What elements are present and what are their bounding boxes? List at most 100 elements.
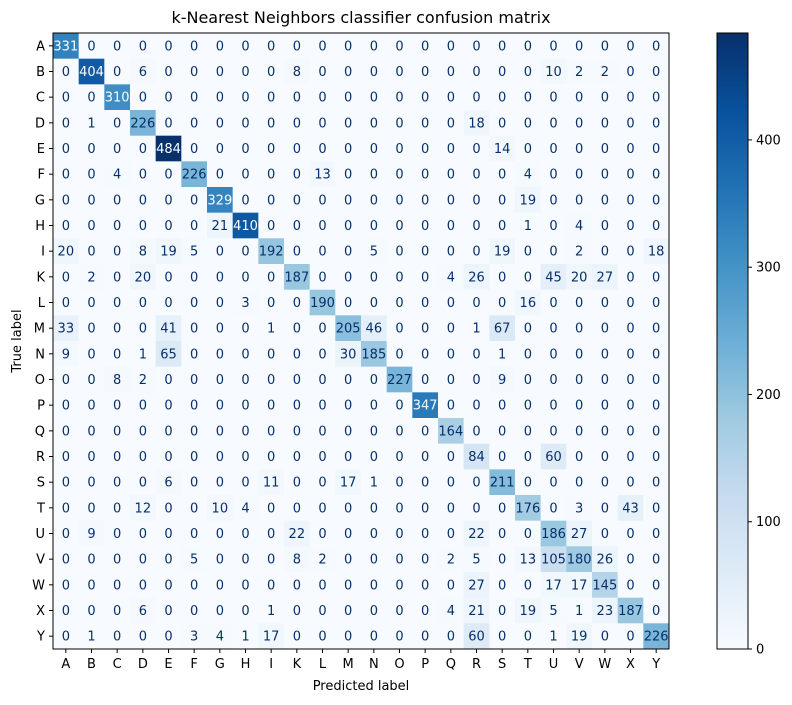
cell-value-X-C: 0: [113, 604, 121, 619]
cell-K-I: [258, 264, 285, 291]
cell-W-I: [258, 572, 285, 599]
cell-value-K-K: 187: [284, 270, 309, 285]
cell-value-D-E: 0: [164, 116, 172, 131]
cell-D-R: [463, 110, 490, 137]
cell-B-V: [566, 58, 593, 85]
cell-value-T-N: 0: [370, 501, 378, 516]
cell-X-C: [104, 597, 131, 624]
cell-E-D: [130, 135, 157, 162]
cell-S-L: [309, 469, 336, 496]
cell-value-E-K: 0: [293, 142, 301, 157]
cell-value-D-O: 0: [395, 116, 403, 131]
cell-V-H: [232, 546, 259, 573]
cell-value-S-R: 0: [472, 476, 480, 491]
cell-value-N-V: 0: [575, 347, 583, 362]
cell-value-H-B: 0: [87, 219, 95, 234]
cell-S-U: [540, 469, 567, 496]
cell-value-K-Y: 0: [652, 270, 660, 285]
cell-value-S-A: 0: [62, 476, 70, 491]
cell-value-M-H: 0: [241, 322, 249, 337]
cell-H-K: [284, 212, 311, 239]
cell-W-E: [155, 572, 182, 599]
cell-value-A-I: 0: [267, 39, 275, 54]
cell-value-U-M: 0: [344, 527, 352, 542]
cell-Q-W: [592, 418, 619, 445]
cell-R-D: [130, 443, 157, 470]
cell-K-Q: [438, 264, 465, 291]
cell-value-T-I: 0: [267, 501, 275, 516]
cell-value-V-Q: 2: [447, 553, 455, 568]
cell-value-R-U: 60: [545, 450, 562, 465]
cell-O-G: [207, 366, 234, 393]
cell-value-E-O: 0: [395, 142, 403, 157]
cell-value-V-P: 0: [421, 553, 429, 568]
x-tick-label-N: N: [369, 657, 379, 672]
cell-value-P-N: 0: [370, 399, 378, 414]
cell-D-Y: [643, 110, 670, 137]
cell-H-M: [335, 212, 362, 239]
cell-value-R-X: 0: [626, 450, 634, 465]
cell-value-P-F: 0: [190, 399, 198, 414]
cell-value-G-D: 0: [139, 193, 147, 208]
cell-value-W-B: 0: [87, 578, 95, 593]
colorbar-tick-label-100: 100: [756, 515, 781, 530]
cell-value-H-E: 0: [164, 219, 172, 234]
cell-Q-F: [181, 418, 208, 445]
cell-value-M-P: 0: [421, 322, 429, 337]
cell-value-H-T: 1: [524, 219, 532, 234]
cell-D-M: [335, 110, 362, 137]
y-tick-label-D: D: [35, 116, 45, 131]
cell-value-Q-M: 0: [344, 424, 352, 439]
cell-M-E: [155, 315, 182, 342]
cell-C-Q: [438, 84, 465, 111]
cell-value-E-V: 0: [575, 142, 583, 157]
cell-value-S-P: 0: [421, 476, 429, 491]
cell-value-D-M: 0: [344, 116, 352, 131]
cell-value-N-A: 9: [62, 347, 70, 362]
cell-F-T: [515, 161, 542, 188]
cell-I-Y: [643, 238, 670, 265]
cell-value-U-P: 0: [421, 527, 429, 542]
cell-value-D-X: 0: [626, 116, 634, 131]
cell-L-N: [361, 289, 388, 316]
cell-O-V: [566, 366, 593, 393]
cell-value-P-R: 0: [472, 399, 480, 414]
cell-value-X-O: 0: [395, 604, 403, 619]
cell-value-R-F: 0: [190, 450, 198, 465]
cell-value-L-L: 190: [310, 296, 335, 311]
cell-Y-V: [566, 623, 593, 650]
cell-value-X-U: 5: [549, 604, 557, 619]
cell-value-W-S: 0: [498, 578, 506, 593]
cell-value-P-B: 0: [87, 399, 95, 414]
cell-value-P-A: 0: [62, 399, 70, 414]
cell-X-Q: [438, 597, 465, 624]
cell-value-O-L: 0: [318, 373, 326, 388]
cell-T-S: [489, 495, 516, 522]
cell-value-W-L: 0: [318, 578, 326, 593]
cell-C-W: [592, 84, 619, 111]
cell-W-T: [515, 572, 542, 599]
cell-value-S-L: 0: [318, 476, 326, 491]
cell-F-E: [155, 161, 182, 188]
x-tick-label-Y: Y: [651, 657, 660, 672]
cell-B-N: [361, 58, 388, 85]
cell-value-A-M: 0: [344, 39, 352, 54]
cell-B-P: [412, 58, 439, 85]
cell-F-Y: [643, 161, 670, 188]
cell-value-R-B: 0: [87, 450, 95, 465]
cell-value-S-X: 0: [626, 476, 634, 491]
cell-value-C-X: 0: [626, 91, 634, 106]
cell-C-L: [309, 84, 336, 111]
cell-value-M-D: 0: [139, 322, 147, 337]
cell-value-I-P: 0: [421, 245, 429, 260]
cell-A-U: [540, 33, 567, 60]
cell-X-U: [540, 597, 567, 624]
cell-value-N-Q: 0: [447, 347, 455, 362]
cell-value-B-H: 0: [241, 65, 249, 80]
cell-T-W: [592, 495, 619, 522]
cell-value-L-D: 0: [139, 296, 147, 311]
cell-M-P: [412, 315, 439, 342]
cell-value-S-G: 0: [216, 476, 224, 491]
cell-X-G: [207, 597, 234, 624]
cell-value-C-V: 0: [575, 91, 583, 106]
